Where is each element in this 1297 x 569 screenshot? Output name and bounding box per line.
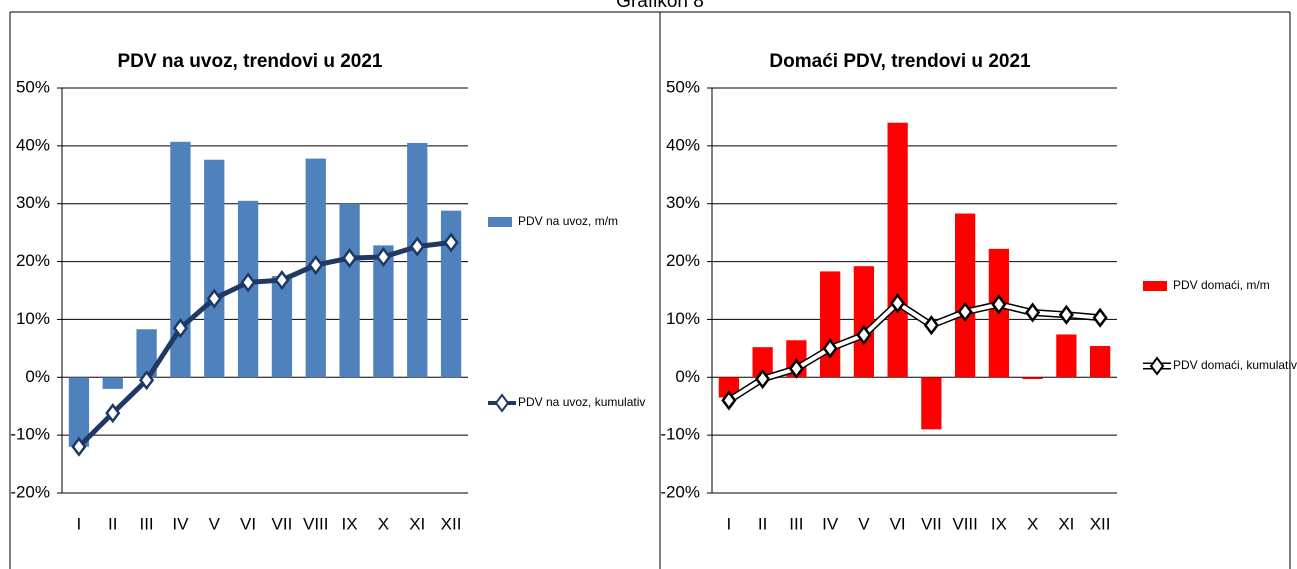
chart-title: PDV na uvoz, trendovi u 2021 (117, 51, 382, 72)
marker (409, 236, 425, 257)
x-tick-label: III (139, 514, 153, 533)
bar (820, 271, 841, 378)
marker (1025, 302, 1041, 323)
x-tick-label: XII (441, 514, 462, 533)
bar (1022, 377, 1043, 380)
line (77, 239, 452, 449)
legend-marker (494, 393, 510, 413)
marker (788, 358, 804, 379)
x-tick-label: XI (409, 514, 425, 533)
legend-label: PDV domaći, kumulativ (1173, 358, 1297, 372)
x-tick-label: VII (921, 514, 942, 533)
bar (853, 266, 874, 378)
bar (271, 276, 293, 378)
y-tick-label: 0% (675, 367, 700, 386)
marker (1058, 304, 1074, 325)
bar (136, 329, 157, 378)
header: Grafikon 8 (616, 0, 704, 12)
x-tick-label: II (758, 514, 767, 533)
marker (342, 248, 358, 269)
marker (822, 338, 838, 359)
legend-swatch (1143, 281, 1167, 291)
marker (139, 370, 155, 391)
marker (957, 301, 973, 322)
marker (172, 318, 188, 339)
x-tick-label: VIII (303, 514, 329, 533)
marker (206, 288, 222, 309)
bar (440, 210, 462, 378)
bar (407, 142, 428, 378)
y-tick-label: 50% (666, 77, 700, 96)
x-tick-label: V (209, 514, 221, 533)
marker (443, 232, 459, 253)
marker (240, 272, 256, 293)
y-tick-label: 20% (666, 251, 700, 270)
marker (375, 246, 391, 268)
bar (68, 377, 90, 447)
x-tick-label: XII (1090, 514, 1111, 533)
x-tick-label: IX (342, 514, 358, 533)
bar (718, 377, 739, 398)
y-tick-label: -20% (660, 482, 700, 501)
bar (921, 377, 942, 430)
y-tick-label: 30% (666, 193, 700, 212)
bar (170, 141, 191, 378)
legend-label: PDV domaći, m/m (1173, 278, 1270, 292)
x-tick-label: III (789, 514, 803, 533)
bar (1056, 334, 1077, 378)
x-tick-label: I (77, 514, 82, 533)
marker (856, 324, 872, 346)
marker (991, 294, 1007, 315)
x-tick-label: I (727, 514, 732, 533)
x-tick-label: V (858, 514, 870, 533)
x-tick-label: VI (240, 514, 256, 533)
y-tick-label: 40% (16, 135, 50, 154)
y-tick-label: -20% (10, 482, 50, 501)
x-tick-label: VI (890, 514, 906, 533)
legend-swatch (488, 217, 512, 227)
y-tick-label: 50% (16, 77, 50, 96)
y-tick-label: 20% (16, 251, 50, 270)
x-tick-label: VIII (952, 514, 978, 533)
y-tick-label: 40% (666, 135, 700, 154)
bar (955, 213, 976, 378)
legend-label: PDV na uvoz, m/m (518, 214, 618, 228)
bar (1090, 346, 1111, 378)
bar (102, 377, 123, 389)
marker (274, 270, 290, 291)
y-tick-label: 10% (16, 309, 50, 328)
marker (1092, 307, 1108, 328)
marker (721, 390, 737, 411)
marker (890, 293, 906, 314)
marker (105, 403, 121, 424)
bar (752, 347, 773, 378)
y-tick-label: 30% (16, 193, 50, 212)
y-tick-label: -10% (660, 425, 700, 444)
bar (373, 245, 394, 378)
x-tick-label: IV (822, 514, 839, 533)
legend-marker (1149, 356, 1165, 376)
x-tick-label: IV (172, 514, 189, 533)
bar (339, 203, 360, 378)
y-tick-label: 10% (666, 309, 700, 328)
x-tick-label: X (378, 514, 389, 533)
marker (923, 315, 939, 336)
x-tick-label: IX (991, 514, 1007, 533)
y-tick-label: -10% (10, 425, 50, 444)
x-tick-label: II (108, 514, 117, 533)
bar (204, 159, 225, 378)
chart-title: Domaći PDV, trendovi u 2021 (769, 51, 1031, 72)
line-outline (727, 298, 1101, 404)
bar (887, 122, 908, 378)
x-tick-label: VII (272, 514, 293, 533)
x-tick-label: X (1027, 514, 1038, 533)
marker (755, 368, 771, 390)
legend-label: PDV na uvoz, kumulativ (518, 395, 645, 409)
x-tick-label: XI (1058, 514, 1074, 533)
marker (71, 436, 87, 457)
marker (308, 254, 324, 276)
y-tick-label: 0% (25, 367, 50, 386)
